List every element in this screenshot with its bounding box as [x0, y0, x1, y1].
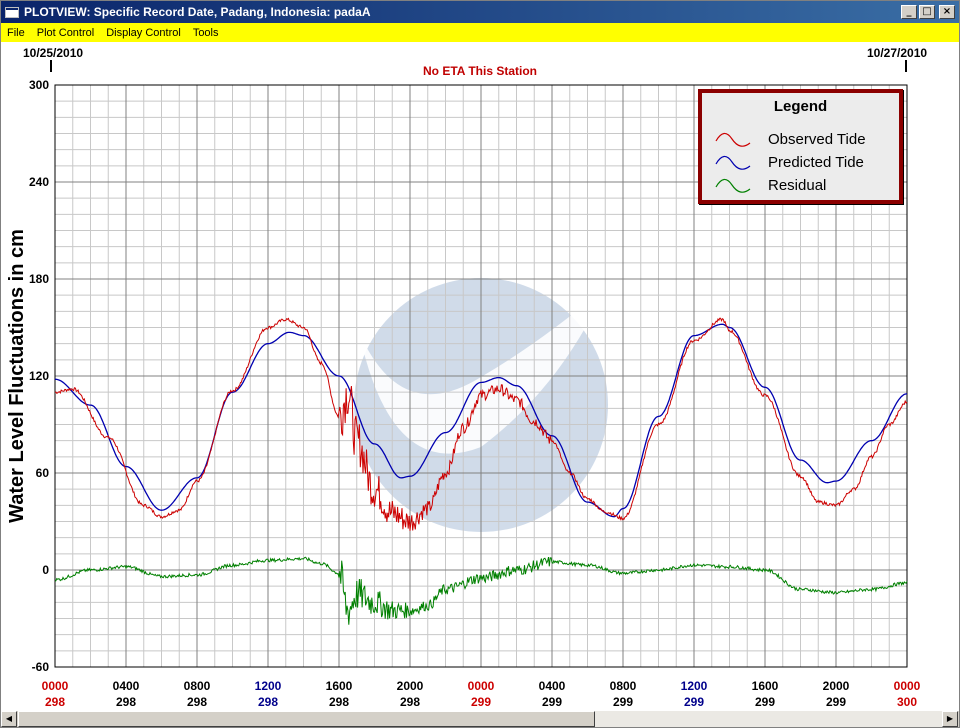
menu-display-control[interactable]: Display Control — [106, 26, 181, 39]
y-tick-label: 120 — [29, 369, 49, 383]
close-button[interactable]: × — [939, 5, 955, 19]
y-tick-label: 60 — [36, 466, 50, 480]
x-tick-day-label: 298 — [116, 695, 136, 709]
plot-area: -60 0 60 120 180 240 300 0000 298 0400 298 0800 298… — [1, 42, 959, 710]
x-tick-day-label: 299 — [684, 695, 704, 709]
legend-box: Legend Observed Tide Predicted Tide Resi… — [698, 89, 903, 204]
x-tick-day-label: 298 — [329, 695, 349, 709]
y-tick-label: 180 — [29, 272, 49, 286]
x-tick-time-label: 0000 — [42, 679, 69, 693]
x-tick-day-label: 299 — [755, 695, 775, 709]
menu-tools[interactable]: Tools — [192, 26, 219, 39]
x-tick-time-label: 1200 — [681, 679, 708, 693]
plot-frame — [54, 84, 908, 668]
scroll-left-arrow-icon[interactable]: ◀ — [1, 711, 17, 727]
x-tick-day-label: 298 — [258, 695, 278, 709]
x-tick-day-label: 298 — [187, 695, 207, 709]
minimize-button[interactable]: _ — [901, 5, 917, 19]
x-tick-day-label: 299 — [542, 695, 562, 709]
residual-line — [54, 556, 908, 625]
x-tick-time-label: 0400 — [113, 679, 140, 693]
y-tick-label: 240 — [29, 175, 49, 189]
x-tick-time-label: 1200 — [255, 679, 282, 693]
x-tick-day-label: 298 — [400, 695, 420, 709]
x-tick-day-label: 299 — [613, 695, 633, 709]
horizontal-scrollbar[interactable]: ◀ ▶ — [1, 710, 959, 727]
legend-predicted-swatch — [715, 155, 751, 170]
tide-chart: -60 0 60 120 180 240 300 0000 298 0400 298 0800 298… — [6, 60, 921, 709]
x-tick-time-label: 0400 — [539, 679, 566, 693]
scrollbar-thumb[interactable] — [18, 711, 595, 727]
x-tick-day-label: 298 — [45, 695, 65, 709]
x-tick-time-label: 2000 — [397, 679, 424, 693]
x-tick-time-label: 1600 — [326, 679, 353, 693]
legend-observed-swatch — [715, 132, 751, 147]
scroll-right-arrow-icon[interactable]: ▶ — [942, 711, 958, 727]
menu-bar: File Plot Control Display Control Tools — [1, 23, 959, 42]
y-axis-label: Water Level Fluctuations in cm — [6, 229, 28, 523]
end-date-label: 10/27/2010 — [867, 46, 928, 60]
x-tick-day-label: 300 — [897, 695, 917, 709]
menu-file[interactable]: File — [7, 26, 25, 39]
y-tick-label: 0 — [42, 563, 49, 577]
legend-title: Legend — [773, 98, 828, 115]
x-tick-time-label: 0800 — [610, 679, 637, 693]
y-tick-label: -60 — [32, 660, 50, 674]
start-date-label: 10/25/2010 — [23, 46, 84, 60]
menu-plot-control[interactable]: Plot Control — [36, 26, 95, 39]
legend-observed-label: Observed Tide — [768, 130, 866, 148]
legend-item-residual: Residual — [714, 175, 826, 195]
legend-residual-label: Residual — [768, 176, 827, 194]
y-tick-label: 300 — [29, 78, 49, 92]
legend-item-predicted: Predicted Tide — [714, 152, 864, 172]
legend-predicted-label: Predicted Tide — [768, 153, 864, 171]
x-tick-day-label: 299 — [826, 695, 846, 709]
x-tick-day-label: 299 — [471, 695, 491, 709]
scrollbar-track[interactable] — [595, 711, 942, 727]
legend-item-observed: Observed Tide — [714, 129, 866, 149]
app-icon — [5, 6, 19, 18]
x-tick-time-label: 0000 — [894, 679, 921, 693]
legend-residual-swatch — [715, 178, 751, 193]
x-tick-time-label: 0000 — [468, 679, 495, 693]
observed-tide-line — [54, 317, 908, 531]
eta-status: No ETA This Station — [423, 64, 537, 78]
title-bar[interactable]: PLOTVIEW: Specific Record Date, Padang, … — [1, 1, 959, 23]
predicted-tide-line — [54, 323, 908, 518]
window-title: PLOTVIEW: Specific Record Date, Padang, … — [24, 5, 371, 19]
x-tick-time-label: 2000 — [823, 679, 850, 693]
x-tick-time-label: 0800 — [184, 679, 211, 693]
x-tick-time-label: 1600 — [752, 679, 779, 693]
maximize-button[interactable]: □ — [919, 5, 935, 19]
